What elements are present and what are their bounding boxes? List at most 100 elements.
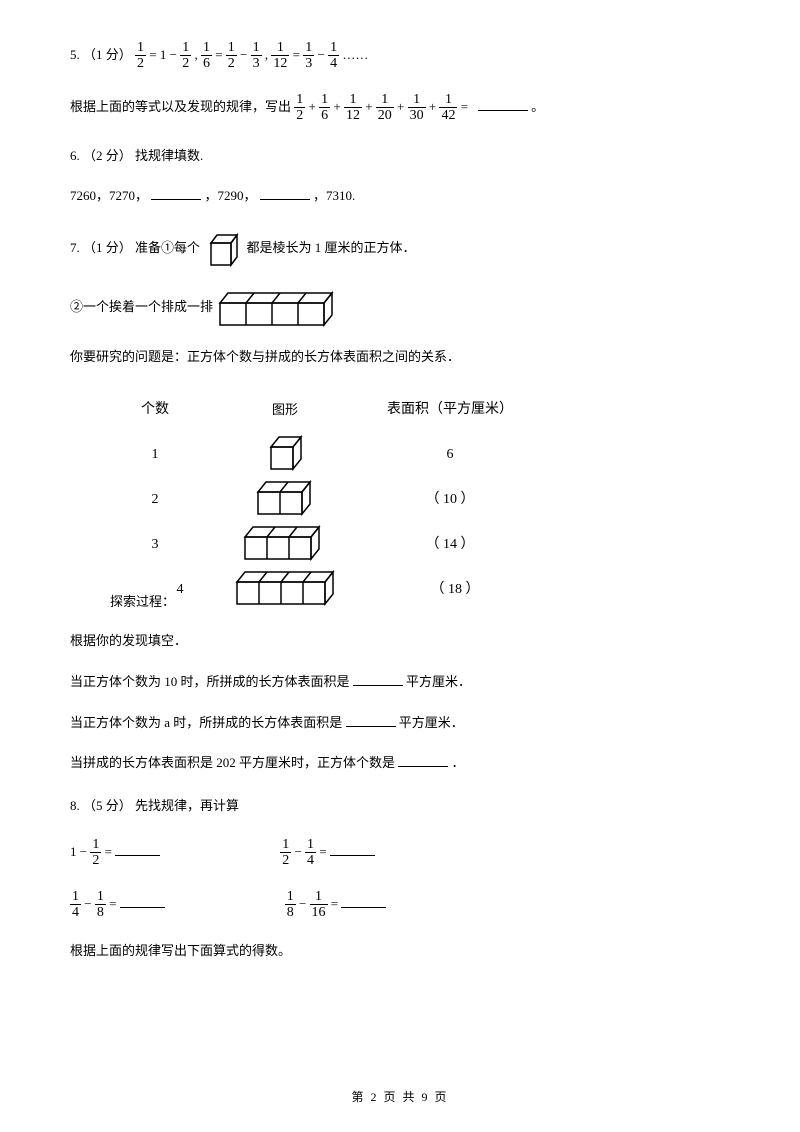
equals: = (331, 896, 338, 911)
period: 。 (531, 99, 544, 114)
cell-shape (200, 523, 370, 568)
cell-shape (200, 478, 370, 523)
cell-shape (205, 568, 375, 613)
cell-count: 2 (110, 489, 200, 511)
q8-conclude: 根据上面的规律写出下面算式的得数。 (70, 941, 730, 962)
q7-fill1: 当正方体个数为 10 时，所拼成的长方体表面积是 平方厘米． (70, 672, 730, 693)
text: 平方厘米． (406, 674, 471, 689)
q6-num: 6. (70, 148, 80, 163)
text: 你要研究的问题是：正方体个数与拼成的长方体表面积之间的关系． (70, 349, 460, 364)
blank-input[interactable] (151, 186, 201, 200)
equals: = (109, 896, 116, 911)
fraction: 12 (90, 837, 101, 869)
table-row: 3 （ 14 ） (110, 523, 730, 568)
q7-fill2: 当正方体个数为 a 时，所拼成的长方体表面积是 平方厘米． (70, 713, 730, 734)
text: − (317, 47, 324, 62)
question-8: 8. （5 分） 先找规律，再计算 1 − 12 = 12 − 14 = 14 … (70, 796, 730, 961)
cell-area: （ 10 ） (370, 489, 530, 511)
page-footer: 第 2 页 共 9 页 (0, 1088, 800, 1107)
text: 都是棱长为 1 厘米的正方体． (247, 240, 416, 255)
fraction: 12 (294, 92, 305, 124)
header-area: 表面积（平方厘米） (370, 399, 530, 421)
table-row: 2 （ 10 ） (110, 478, 730, 523)
table-row: 1 6 (110, 433, 730, 478)
q8-num: 8. (70, 798, 80, 813)
fraction: 116 (310, 889, 328, 921)
text: 当拼成的长方体表面积是 202 平方厘米时，正方体个数是 (70, 755, 395, 770)
q8-points: （5 分） (83, 798, 132, 813)
text: , (265, 47, 268, 62)
fraction: 12 (135, 40, 146, 72)
text: = (293, 47, 300, 62)
plus: + (333, 99, 340, 114)
q7-line3: 你要研究的问题是：正方体个数与拼成的长方体表面积之间的关系． (70, 347, 730, 368)
minus: − (84, 896, 95, 911)
q5-num: 5. (70, 47, 80, 62)
equals: = (319, 844, 326, 859)
blank-input[interactable] (478, 97, 528, 111)
fraction: 14 (328, 40, 339, 72)
blank-input[interactable] (341, 894, 386, 908)
text: 当正方体个数为 10 时，所拼成的长方体表面积是 (70, 674, 350, 689)
fraction: 112 (271, 40, 289, 72)
plus: + (397, 99, 404, 114)
fraction: 13 (303, 40, 314, 72)
blank-input[interactable] (115, 842, 160, 856)
q7-points: （1 分） (83, 240, 132, 255)
q6-title-text: 找规律填数. (135, 148, 203, 163)
blank-input[interactable] (120, 894, 165, 908)
text: 准备①每个 (135, 240, 203, 255)
text: 7260，7270， (70, 188, 148, 203)
question-6: 6. （2 分） 找规律填数. 7260，7270， ，7290， ，7310. (70, 146, 730, 208)
blank-input[interactable] (260, 186, 310, 200)
fraction: 12 (180, 40, 191, 72)
fraction: 12 (280, 837, 291, 869)
blank-input[interactable] (346, 713, 396, 727)
cell-area: 6 (370, 444, 530, 466)
text: ，7310. (313, 188, 355, 203)
text: = 1 − (149, 47, 177, 62)
q8-title: 8. （5 分） 先找规律，再计算 (70, 796, 730, 817)
q8-title-text: 先找规律，再计算 (135, 798, 239, 813)
q7-num: 7. (70, 240, 80, 255)
eq: 12 − 14 = (280, 837, 375, 869)
text: , (194, 47, 197, 62)
fraction: 16 (201, 40, 212, 72)
plus: + (429, 99, 436, 114)
minus: − (294, 844, 305, 859)
blank-input[interactable] (398, 753, 448, 767)
fraction: 14 (70, 889, 81, 921)
fraction: 112 (344, 92, 362, 124)
q7-fill3: 当拼成的长方体表面积是 202 平方厘米时，正方体个数是 ． (70, 753, 730, 774)
text: 平方厘米． (399, 715, 464, 730)
q8-row1: 1 − 12 = 12 − 14 = (70, 837, 730, 869)
text: 当正方体个数为 a 时，所拼成的长方体表面积是 (70, 715, 342, 730)
text: = (215, 47, 222, 62)
fraction: 16 (319, 92, 330, 124)
q6-seq: 7260，7270， ，7290， ，7310. (70, 186, 730, 207)
plus: + (365, 99, 372, 114)
cube-icon (203, 229, 243, 269)
text: ②一个挨着一个排成一排 (70, 299, 216, 314)
cell-count: 1 (110, 444, 200, 466)
q5-points: （1 分） (83, 47, 132, 62)
plus: + (309, 99, 316, 114)
fraction: 120 (376, 92, 394, 124)
eq: 14 − 18 = (70, 889, 165, 921)
text: 根据上面的等式以及发现的规律，写出 (70, 99, 291, 114)
q5-line2: 根据上面的等式以及发现的规律，写出 12 + 16 + 112 + 120 + … (70, 92, 730, 124)
q5-line1: 5. （1 分） 12 = 1 − 12 , 16 = 12 − 13 , 11… (70, 40, 730, 72)
ellipsis: …… (342, 47, 368, 62)
table-header: 个数 图形 表面积（平方厘米） (110, 388, 730, 433)
fraction: 14 (305, 837, 316, 869)
blank-input[interactable] (353, 672, 403, 686)
text: ，7290， (205, 188, 257, 203)
q7-conclude: 根据你的发现填空． (70, 631, 730, 652)
fraction: 13 (251, 40, 262, 72)
header-shape: 图形 (200, 400, 370, 421)
blank-input[interactable] (330, 842, 375, 856)
q6-points: （2 分） (83, 148, 132, 163)
q8-row2: 14 − 18 = 18 − 116 = (70, 889, 730, 921)
header-count: 个数 (110, 399, 200, 421)
text: 1 − (70, 844, 87, 859)
